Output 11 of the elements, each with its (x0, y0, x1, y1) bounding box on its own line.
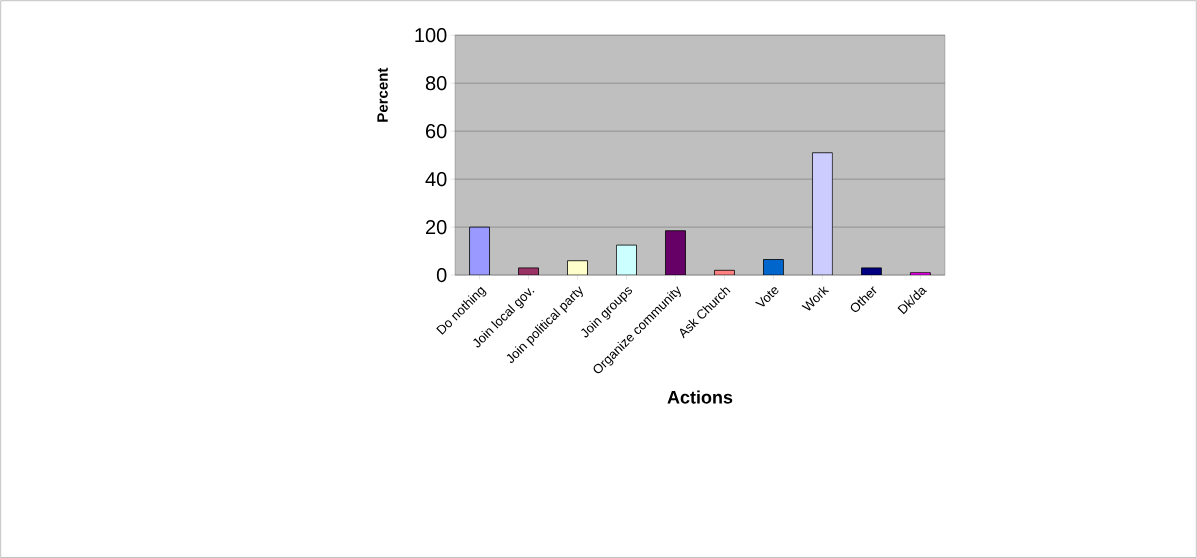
y-tick-label: 20 (426, 219, 447, 235)
x-tick-label: Vote (755, 287, 779, 307)
y-tick-label: 60 (426, 123, 447, 139)
y-tick-label: 100 (415, 28, 447, 43)
bar (861, 267, 882, 275)
y-tick-label: 40 (425, 171, 447, 187)
y-tick-label: 0 (436, 267, 447, 283)
bar (567, 260, 588, 275)
x-axis-title: Actions (667, 390, 733, 404)
y-tick-label: 80 (425, 76, 447, 91)
y-axis-title: Percent (377, 67, 388, 122)
